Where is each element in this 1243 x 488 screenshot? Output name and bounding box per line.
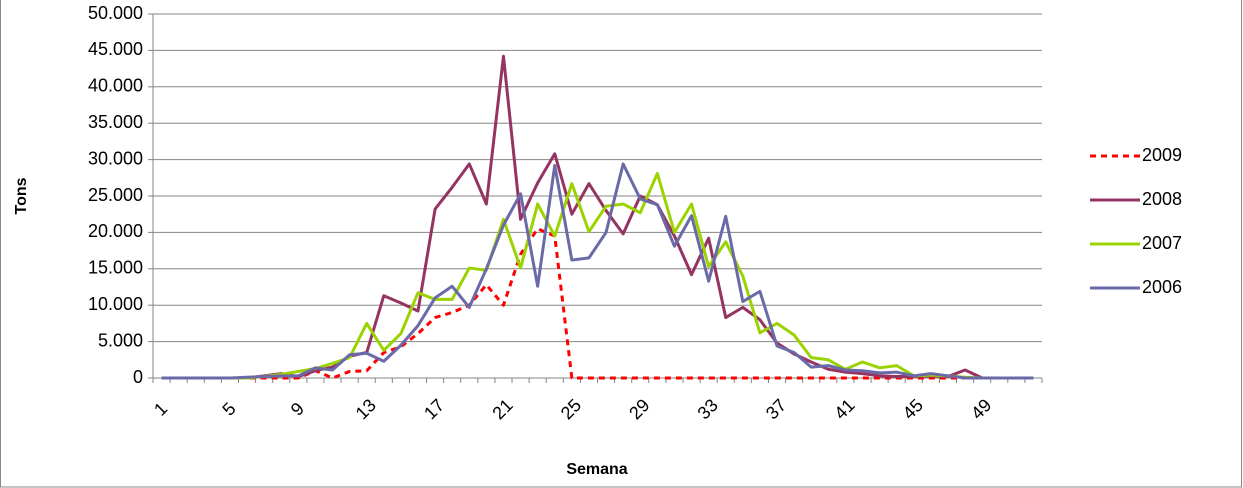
- legend-label: 2006: [1142, 277, 1182, 297]
- x-axis-title: Semana: [566, 461, 627, 478]
- x-tick-label: 9: [287, 399, 308, 420]
- x-tick-label: 29: [625, 395, 653, 423]
- series-line: [161, 162, 1034, 380]
- legend-label: 2009: [1142, 145, 1182, 165]
- x-tick-label: 25: [557, 395, 585, 423]
- y-tick-label: 40.000: [88, 76, 143, 96]
- x-tick-label: 1: [150, 399, 171, 420]
- series-line: [161, 171, 1034, 380]
- y-tick-label: 45.000: [88, 39, 143, 59]
- x-tick-label: 21: [488, 395, 516, 423]
- series-line: [161, 54, 1034, 380]
- x-tick-label: 13: [352, 395, 380, 423]
- y-tick-label: 35.000: [88, 112, 143, 132]
- y-tick-label: 0: [133, 367, 143, 387]
- y-tick-label: 30.000: [88, 148, 143, 168]
- x-tick-label: 33: [694, 395, 722, 423]
- x-tick-label: 37: [762, 395, 790, 423]
- y-tick-label: 50.000: [88, 3, 143, 23]
- y-tick-label: 25.000: [88, 185, 143, 205]
- x-tick-label: 41: [830, 395, 858, 423]
- legend-label: 2007: [1142, 233, 1182, 253]
- y-tick-label: 10.000: [88, 294, 143, 314]
- y-tick-label: 5.000: [98, 330, 143, 350]
- series-line: [161, 227, 1034, 380]
- x-tick-label: 17: [420, 395, 448, 423]
- x-tick-label: 45: [899, 395, 927, 423]
- x-tick-label: 49: [967, 395, 995, 423]
- y-tick-label: 15.000: [88, 258, 143, 278]
- y-axis-title: Tons: [13, 177, 30, 214]
- y-tick-label: 20.000: [88, 221, 143, 241]
- x-tick-label: 5: [218, 399, 239, 420]
- legend-label: 2008: [1142, 189, 1182, 209]
